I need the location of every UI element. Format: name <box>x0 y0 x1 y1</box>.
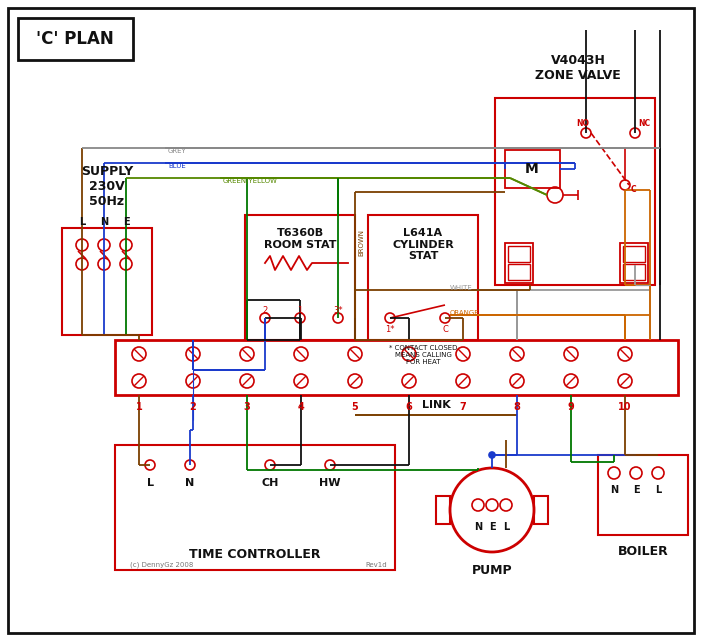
Bar <box>623 246 645 262</box>
Text: 'C' PLAN: 'C' PLAN <box>36 30 114 48</box>
Text: WHITE: WHITE <box>450 285 472 291</box>
Text: BLUE: BLUE <box>168 163 186 169</box>
Bar <box>436 496 450 524</box>
Bar <box>505 150 560 188</box>
Text: N: N <box>185 478 194 488</box>
Text: Rev1d: Rev1d <box>365 562 387 568</box>
Text: GREEN/YELLOW: GREEN/YELLOW <box>223 178 278 184</box>
Bar <box>62 228 152 335</box>
Text: 3*: 3* <box>333 306 343 315</box>
Text: * CONTACT CLOSED
MEANS CALLING
FOR HEAT: * CONTACT CLOSED MEANS CALLING FOR HEAT <box>389 345 457 365</box>
Text: NC: NC <box>638 119 650 128</box>
Text: 10: 10 <box>618 402 632 412</box>
Text: 8: 8 <box>514 402 520 412</box>
Circle shape <box>489 452 495 458</box>
Bar <box>115 445 395 570</box>
Text: NO: NO <box>576 119 589 128</box>
Text: N: N <box>610 485 618 495</box>
Text: BOILER: BOILER <box>618 545 668 558</box>
Text: (c) DennyGz 2008: (c) DennyGz 2008 <box>130 562 193 569</box>
Text: 5: 5 <box>352 402 359 412</box>
Text: E: E <box>633 485 640 495</box>
Text: 7: 7 <box>460 402 466 412</box>
Text: N: N <box>474 522 482 532</box>
Bar <box>368 215 478 340</box>
Text: ORANGE: ORANGE <box>450 310 479 316</box>
Text: M: M <box>525 162 539 176</box>
Text: N: N <box>100 217 108 227</box>
Text: E: E <box>123 217 129 227</box>
Bar <box>495 98 655 285</box>
Text: T6360B
ROOM STAT: T6360B ROOM STAT <box>264 228 336 249</box>
Bar <box>620 243 648 283</box>
Text: 2: 2 <box>263 306 267 315</box>
Bar <box>623 264 645 280</box>
Text: 1: 1 <box>135 402 143 412</box>
Bar <box>508 246 530 262</box>
Text: L: L <box>503 522 509 532</box>
Text: L: L <box>655 485 661 495</box>
Text: HW: HW <box>319 478 340 488</box>
Text: 6: 6 <box>406 402 412 412</box>
Text: BROWN: BROWN <box>358 229 364 256</box>
Bar <box>598 455 688 535</box>
Text: PUMP: PUMP <box>472 564 512 577</box>
Text: L: L <box>147 478 154 488</box>
Bar <box>505 243 533 283</box>
Text: L641A
CYLINDER
STAT: L641A CYLINDER STAT <box>392 228 454 261</box>
Text: 1*: 1* <box>385 325 395 334</box>
Bar <box>115 340 678 395</box>
Text: C: C <box>442 325 448 334</box>
Text: L: L <box>79 217 85 227</box>
Text: 9: 9 <box>568 402 574 412</box>
Text: LINK: LINK <box>422 400 451 410</box>
Bar <box>245 215 355 340</box>
Text: 3: 3 <box>244 402 251 412</box>
Text: C: C <box>631 185 637 194</box>
Text: GREY: GREY <box>168 148 187 154</box>
Text: SUPPLY
230V
50Hz: SUPPLY 230V 50Hz <box>81 165 133 208</box>
Text: TIME CONTROLLER: TIME CONTROLLER <box>190 549 321 562</box>
Text: CH: CH <box>261 478 279 488</box>
Text: 2: 2 <box>190 402 197 412</box>
Bar <box>508 264 530 280</box>
Text: 1: 1 <box>298 306 303 315</box>
Text: E: E <box>489 522 496 532</box>
Bar <box>18 18 133 60</box>
Text: V4043H
ZONE VALVE: V4043H ZONE VALVE <box>535 54 621 82</box>
Text: 4: 4 <box>298 402 305 412</box>
Bar <box>534 496 548 524</box>
